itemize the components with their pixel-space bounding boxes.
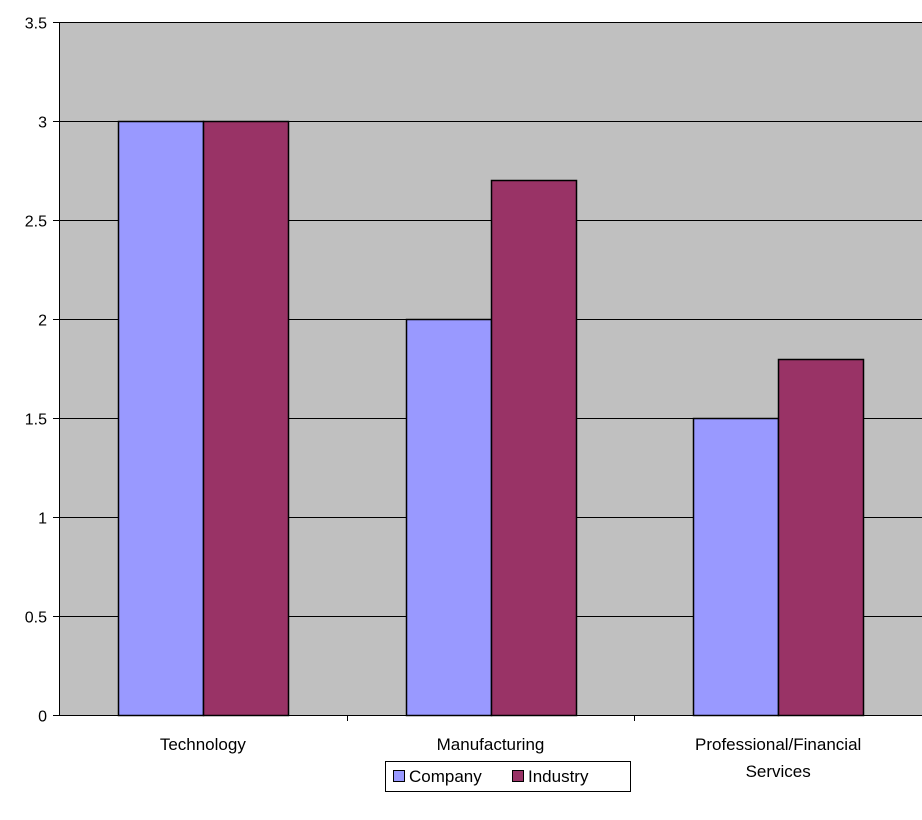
bar-industry-1: [490, 179, 578, 717]
x-category-labels: Technology Manufacturing Professional/Fina…: [160, 735, 861, 781]
bar-company-1: [405, 318, 493, 717]
bar-company-0: [117, 120, 205, 717]
x-category-label: Manufacturing: [437, 735, 545, 754]
y-tick-label: 0.5: [25, 610, 47, 627]
legend-label-company: Company: [409, 767, 482, 786]
y-tick-label: 1: [38, 511, 47, 528]
bar-industry-2: [777, 358, 865, 717]
legend-label-industry: Industry: [528, 767, 589, 786]
x-category-label: Services: [746, 762, 811, 781]
y-tick-labels: 0 0.5 1 1.5 2 2.5 3 3.5: [25, 16, 47, 726]
bar-company-2: [692, 417, 780, 717]
axes: [53, 22, 922, 721]
legend-swatch-industry: [512, 770, 524, 782]
legend-swatch-company: [393, 770, 405, 782]
x-category-label: Professional/Financial: [695, 735, 861, 754]
legend: Company Industry: [385, 761, 631, 792]
y-tick-label: 2: [38, 313, 47, 330]
x-category-label: Technology: [160, 735, 247, 754]
y-tick-label: 3: [38, 115, 47, 132]
legend-box: [385, 761, 631, 792]
y-tick-label: 1.5: [25, 412, 47, 429]
y-tick-label: 0: [38, 709, 47, 726]
y-tick-label: 3.5: [25, 16, 47, 33]
bar-industry-0: [202, 120, 290, 717]
y-tick-label: 2.5: [25, 214, 47, 231]
